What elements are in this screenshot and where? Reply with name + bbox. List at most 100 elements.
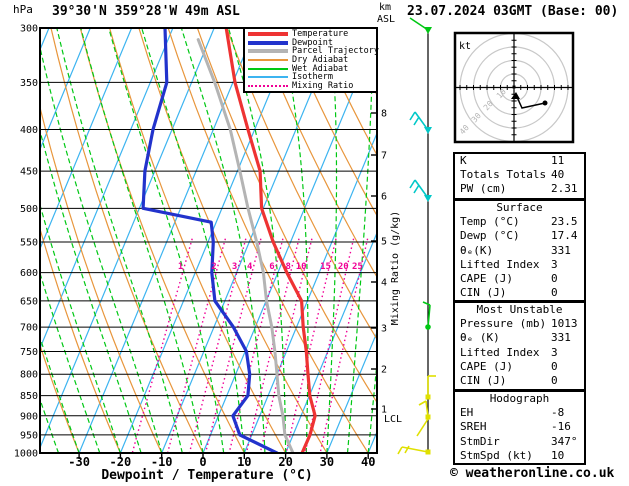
legend-label: Mixing Ratio (292, 80, 354, 91)
mixing-ratio-value-label: 6 (269, 262, 274, 272)
stat-value: 0 (551, 373, 558, 387)
plot-area (40, 28, 377, 453)
stat-value: 347° (551, 434, 578, 448)
isotherm-line (243, 131, 377, 453)
stat-label: Temp (°C) (460, 215, 520, 229)
stat-row: CAPE (J) 0 (455, 360, 584, 374)
legend-swatch-line (248, 58, 288, 61)
asl-axis-unit-label: ASL (377, 14, 396, 25)
hodograph-trace-dot (542, 100, 548, 106)
wind-barb (397, 445, 431, 455)
stat-label: StmSpd (kt) (460, 448, 533, 462)
hodograph-trace-arrow (511, 92, 520, 99)
stat-label: CIN (J) (460, 286, 507, 300)
isotherm-line (119, 28, 298, 453)
x-tick-label: 20 (278, 455, 292, 469)
stat-value: 23.5 (551, 215, 578, 229)
stat-row: CIN (J) 0 (455, 286, 584, 300)
stat-label: Pressure (mb) (460, 317, 547, 331)
panel-title: Hodograph (489, 392, 550, 405)
x-axis-title: Dewpoint / Temperature (°C) (101, 468, 312, 483)
hodograph-trace (516, 96, 546, 109)
stat-row: PW (cm) 2.31 (455, 182, 584, 196)
legend-label: Isotherm (292, 72, 333, 83)
isotherm-line (161, 28, 339, 453)
legend-swatch-line (248, 67, 288, 70)
mixing-ratio-line (228, 238, 284, 453)
mixing-ratio-line (131, 238, 193, 453)
parcel-trajectory-curve (196, 38, 295, 453)
legend-swatch-line (248, 49, 288, 54)
mixing-ratio-line (188, 238, 247, 453)
x-tick-label: 10 (237, 455, 251, 469)
stat-value: 10 (551, 448, 565, 462)
legend-item: Mixing Ratio (245, 80, 376, 91)
wind-barb (416, 400, 431, 437)
stat-row: SREH -16 (455, 420, 584, 434)
hodograph-stats-panel: Hodograph EH -8 SREH -16 StmDir 347° StmSpd (kt… (453, 390, 586, 465)
pressure-label: 1000 (14, 449, 38, 460)
legend-label: Parcel Trajectory (292, 46, 379, 57)
datetime-title: 23.07.2024 03GMT (Base: 00) (407, 4, 619, 19)
stat-value: 331 (551, 243, 571, 257)
stat-label: Lifted Index (460, 345, 540, 359)
stat-value: 11 (551, 154, 565, 167)
dewpoint-curve (141, 28, 279, 453)
stat-row: θₑ(K) 331 (455, 244, 584, 258)
isotherm-line (202, 32, 377, 453)
legend-item: Isotherm (245, 73, 376, 81)
stat-row: Dewp (°C) 17.4 (455, 229, 584, 243)
pressure-label: 900 (20, 411, 38, 422)
x-tick-label: -10 (151, 455, 173, 469)
mixing-ratio-value-label: 20 (338, 262, 349, 272)
panel-title: Surface (496, 201, 543, 214)
pressure-label: 800 (20, 370, 38, 381)
mixing-ratio-value-label: 25 (352, 262, 363, 272)
stat-row: CAPE (J) 0 (455, 272, 584, 286)
stat-label: CAPE (J) (460, 359, 513, 373)
stat-label: CIN (J) (460, 373, 507, 387)
stat-value: 40 (551, 168, 565, 182)
pressure-label: 850 (20, 391, 38, 402)
x-tick-label: -20 (110, 455, 132, 469)
km-axis-unit-label: km (379, 2, 392, 13)
dry-adiabat-line (255, 28, 377, 279)
stat-value: 0 (551, 286, 558, 300)
mixing-ratio-value-label: 1 (178, 262, 183, 272)
lcl-label: LCL (384, 414, 402, 425)
legend: Temperature Dewpoint Parcel Trajectory Dry … (243, 27, 379, 93)
legend-swatch-line (248, 76, 288, 79)
pressure-label: 550 (20, 237, 38, 248)
pressure-label: 450 (20, 167, 38, 178)
dry-adiabat-line (40, 343, 80, 453)
stat-value: 3 (551, 257, 558, 271)
dry-adiabat-line (284, 28, 377, 217)
stat-row: Pressure (mb) 1013 (455, 317, 584, 331)
pressure-label: 600 (20, 268, 38, 279)
panel-title: Most Unstable (476, 303, 563, 316)
pressure-label: 750 (20, 347, 38, 358)
pressure-label: 700 (20, 323, 38, 334)
km-tick-label: 4 (381, 278, 387, 289)
km-tick-label: 7 (381, 151, 387, 162)
x-tick-label: 40 (361, 455, 375, 469)
mixing-ratio-value-label: 2 (211, 262, 216, 272)
hodograph-box (453, 31, 575, 144)
pressure-label: 400 (20, 125, 38, 136)
mixing-ratio-value-label: 15 (320, 262, 331, 272)
mixing-ratio-value-label: 8 (286, 262, 291, 272)
mixing-ratio-line (245, 238, 300, 453)
km-tick-label: 1 (381, 405, 387, 416)
stat-row: θₑ (K) 331 (455, 331, 584, 345)
pressure-label: 950 (20, 430, 38, 441)
stat-value: -8 (551, 406, 565, 420)
legend-swatch-dotted (248, 84, 288, 87)
x-tick-label: -30 (68, 455, 90, 469)
stat-label: EH (460, 406, 474, 420)
km-tick-label: 2 (381, 365, 387, 376)
stat-label: SREH (460, 420, 487, 434)
pressure-label: 350 (20, 78, 38, 89)
stat-label: PW (cm) (460, 182, 507, 196)
mixing-ratio-value-label: 4 (247, 262, 253, 272)
